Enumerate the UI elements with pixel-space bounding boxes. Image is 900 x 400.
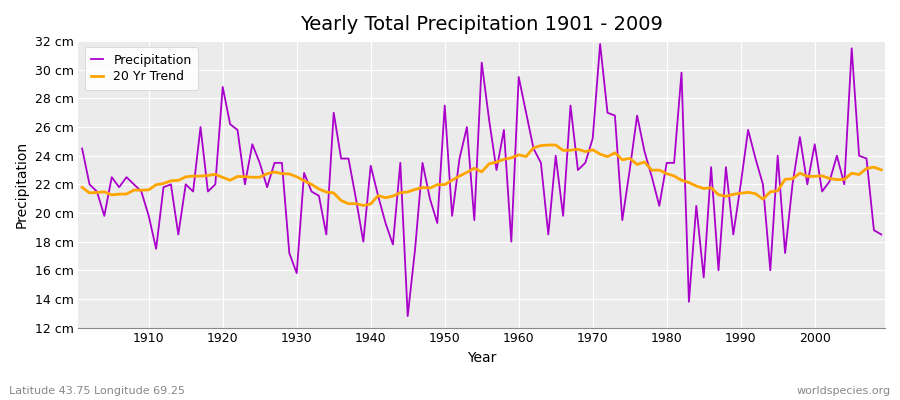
- X-axis label: Year: Year: [467, 351, 497, 365]
- 20 Yr Trend: [876, 168, 886, 172]
- 20 Yr Trend: [299, 178, 310, 183]
- Text: worldspecies.org: worldspecies.org: [796, 386, 891, 396]
- Precipitation: [76, 146, 87, 151]
- Precipitation: [136, 189, 147, 194]
- Title: Yearly Total Precipitation 1901 - 2009: Yearly Total Precipitation 1901 - 2009: [301, 15, 663, 34]
- Precipitation: [876, 232, 886, 237]
- 20 Yr Trend: [616, 157, 627, 162]
- Text: Latitude 43.75 Longitude 69.25: Latitude 43.75 Longitude 69.25: [9, 386, 185, 396]
- 20 Yr Trend: [136, 188, 147, 192]
- Precipitation: [595, 42, 606, 46]
- 20 Yr Trend: [76, 185, 87, 190]
- 20 Yr Trend: [521, 154, 532, 159]
- Precipitation: [343, 156, 354, 161]
- Y-axis label: Precipitation: Precipitation: [15, 141, 29, 228]
- Precipitation: [616, 218, 627, 222]
- Line: 20 Yr Trend: 20 Yr Trend: [82, 145, 881, 206]
- 20 Yr Trend: [543, 143, 553, 148]
- Precipitation: [299, 170, 310, 175]
- Line: Precipitation: Precipitation: [82, 44, 881, 316]
- 20 Yr Trend: [343, 201, 354, 206]
- Precipitation: [513, 74, 524, 79]
- 20 Yr Trend: [513, 152, 524, 157]
- Precipitation: [402, 314, 413, 318]
- Legend: Precipitation, 20 Yr Trend: Precipitation, 20 Yr Trend: [85, 47, 198, 90]
- 20 Yr Trend: [358, 203, 369, 208]
- Precipitation: [521, 110, 532, 115]
